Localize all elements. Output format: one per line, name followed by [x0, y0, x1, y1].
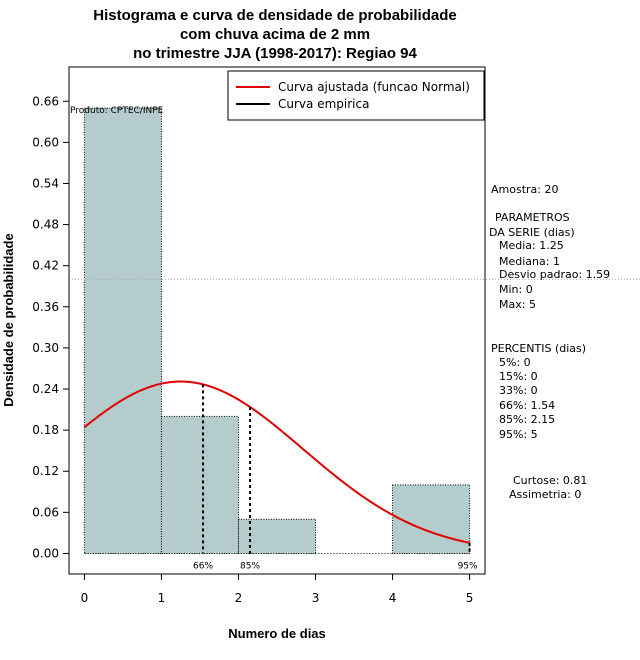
y-tick-label: 0.12	[32, 464, 59, 478]
chart-title-line: no trimestre JJA (1998-2017): Regiao 94	[133, 45, 417, 62]
percentile-label: 85%	[240, 561, 260, 571]
y-tick-label: 0.66	[32, 94, 59, 108]
side-panel-line: Curtose: 0.81	[513, 474, 587, 487]
side-panel-line: Amostra: 20	[491, 183, 558, 196]
side-panel-line: DA SERIE (dias)	[489, 226, 575, 239]
x-tick-label: 5	[466, 591, 474, 605]
y-axis-label: Densidade de probabilidade	[1, 233, 16, 406]
y-tick-label: 0.24	[32, 382, 59, 396]
side-panel-line: Assimetria: 0	[509, 488, 581, 501]
x-tick-label: 3	[312, 591, 320, 605]
y-tick-label: 0.00	[32, 546, 59, 560]
side-panel-line: Mediana: 1	[499, 255, 560, 268]
normal-fit-curve	[83, 380, 470, 544]
legend-box	[227, 70, 485, 121]
y-tick-label: 0.60	[32, 135, 59, 149]
side-panel-line: Min: 0	[499, 283, 533, 296]
histogram-bar	[160, 415, 239, 554]
y-tick-label: 0.42	[32, 259, 59, 273]
y-tick-label: 0.48	[32, 218, 59, 232]
side-panel-line: PERCENTIS (dias)	[491, 342, 586, 355]
side-panel-line: Desvio padrao: 1.59	[499, 268, 610, 281]
x-axis-label: Numero de dias	[228, 626, 326, 641]
side-panel-line: Media: 1.25	[499, 239, 564, 252]
chart-title-line: com chuva acima de 2 mm	[180, 26, 370, 43]
y-tick-label: 0.30	[32, 341, 59, 355]
histogram-bar	[237, 518, 317, 554]
x-tick-label: 1	[158, 591, 166, 605]
y-tick-label: 0.18	[32, 423, 59, 437]
x-tick-label: 4	[389, 591, 397, 605]
x-tick-label: 2	[235, 591, 243, 605]
side-panel-line: 15%: 0	[499, 370, 538, 383]
legend-label: Curva empirica	[278, 97, 369, 111]
side-panel-line: 5%: 0	[499, 356, 531, 369]
histogram-bar	[83, 107, 162, 554]
percentile-label: 95%	[458, 561, 478, 571]
side-panel-line: 33%: 0	[499, 384, 538, 397]
legend-label: Curva ajustada (funcao Normal)	[278, 80, 470, 94]
side-panel-line: 66%: 1.54	[499, 399, 555, 412]
side-panel-line: Max: 5	[499, 298, 536, 311]
side-panel-line: 95%: 5	[499, 428, 538, 441]
side-panel-line: 85%: 2.15	[499, 413, 555, 426]
y-tick-label: 0.36	[32, 300, 59, 314]
y-tick-label: 0.06	[32, 505, 59, 519]
chart-title-line: Histograma e curva de densidade de proba…	[93, 7, 456, 24]
y-tick-label: 0.54	[32, 176, 59, 190]
product-label: Produto: CPTEC/INPE	[70, 106, 164, 116]
percentile-label: 66%	[193, 561, 213, 571]
x-tick-label: 0	[81, 591, 89, 605]
side-panel-line: PARAMETROS	[495, 211, 570, 224]
histogram-bar	[392, 484, 471, 554]
plot-frame	[68, 66, 486, 575]
